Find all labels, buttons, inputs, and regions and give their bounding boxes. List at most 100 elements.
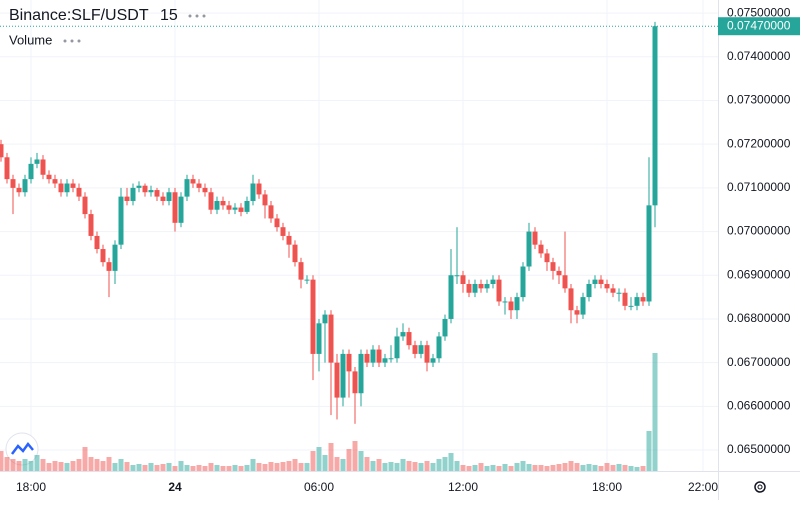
candle-body [568,288,574,311]
candle-body [586,283,592,298]
candle-body [592,279,598,284]
volume-bar [574,463,580,471]
candle-body [418,345,424,354]
candle-body [286,235,292,245]
candle-body [196,183,202,188]
volume-bar [652,353,658,471]
candle-body [640,297,646,302]
last-price-label: 0.07470000 [727,18,791,32]
candle-body [526,231,532,267]
volume-bar [40,459,46,471]
candle-body [310,279,316,354]
volume-bar [328,443,334,471]
volume-bar [46,463,52,471]
candle-body [598,279,604,284]
volume-bar [244,465,250,471]
volume-bar [478,463,484,471]
volume-bar [616,464,622,471]
volume-bar [274,463,280,471]
candle-body [76,187,82,197]
y-tick-label: 0.06900000 [727,267,791,281]
volume-bar [142,465,148,471]
volume-bar [640,466,646,471]
volume-bar [502,464,508,471]
logo[interactable] [5,432,39,466]
candle-body [304,279,310,281]
volume-bar [58,462,64,471]
candle-body [256,183,262,195]
volume-bar [172,466,178,471]
volume-bar [268,462,274,471]
y-tick-label: 0.07100000 [727,180,791,194]
candle-body [448,275,454,319]
candle-body [244,200,250,212]
candle-body [382,358,388,363]
candle-body [184,179,190,197]
volume-bar [178,461,184,471]
candle-body [220,200,226,206]
volume-bar [100,461,106,471]
volume-bar [10,459,16,471]
volume-bar [370,461,376,471]
volume-bar [598,466,604,471]
candle-body [538,244,544,254]
candle-body [298,262,304,280]
candle-body [478,283,484,289]
candle-body [574,310,580,315]
candle-body [346,353,352,372]
volume-bar [634,467,640,471]
volume-bar [220,466,226,471]
volume-bar [556,464,562,471]
candle-body [412,345,418,354]
candle-body [622,292,628,306]
candle-body [52,179,58,184]
y-tick-label: 0.06600000 [727,399,791,413]
volume-bar [238,466,244,471]
candle-body [46,174,52,180]
x-tick-label: 12:00 [448,480,478,494]
candle-body [280,227,286,236]
candle-body [160,196,166,201]
volume-bar [232,465,238,471]
candle-body [94,235,100,250]
candle-body [460,275,466,284]
candle-body [316,323,322,354]
volume-bar [208,463,214,471]
volume-bar [340,459,346,471]
volume-bar [166,463,172,471]
candle-body [604,283,610,289]
y-tick-label: 0.07200000 [727,136,791,150]
volume-bar [358,451,364,471]
candle-body [214,200,220,210]
candle-body [10,179,16,188]
candle-body [550,262,556,271]
volume-bar [106,457,112,471]
volume-menu-dots[interactable] [63,39,81,43]
candle-body [580,297,586,315]
volume-bar [82,447,88,471]
volume-bar [382,463,388,471]
settings-icon[interactable] [754,481,766,493]
candle-body [508,301,514,311]
volume-bar [580,465,586,471]
candle-body [334,362,340,398]
volume-bar [442,457,448,471]
volume-bar [28,461,34,471]
candle-body [532,231,538,245]
volume-bar [94,459,100,471]
volume-bar [256,463,262,471]
volume-bar [304,463,310,471]
candle-body [100,249,106,263]
candle-body [226,205,232,210]
volume-bar [160,464,166,471]
candle-body [64,183,70,193]
volume-bar [334,457,340,471]
volume-bar [520,461,526,471]
menu-dots[interactable] [188,14,206,18]
candle-body [436,336,442,359]
volume-bar [454,461,460,471]
volume-bar [76,459,82,471]
candle-body [358,353,364,394]
volume-bar [364,457,370,471]
